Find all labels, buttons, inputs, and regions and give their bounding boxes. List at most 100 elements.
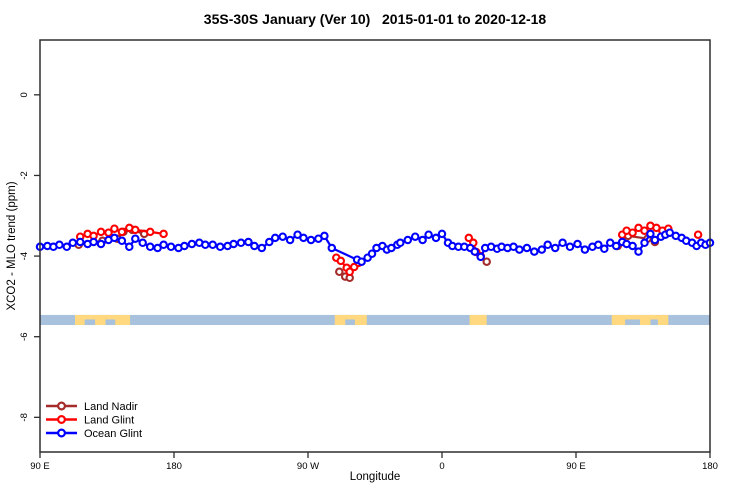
data-point-ocean-glint: [558, 238, 567, 248]
y-tick-label: -4: [19, 252, 30, 260]
x-tick-label: 180: [702, 461, 718, 472]
data-point-ocean-glint: [650, 235, 660, 245]
data-point-ocean-glint: [396, 238, 405, 248]
data-point-land-glint: [336, 256, 346, 266]
data-point-ocean-glint: [229, 239, 238, 249]
plot-border: [39, 39, 711, 453]
water-patch: [650, 319, 658, 326]
y-tick-label: -8: [19, 413, 30, 421]
data-point-ocean-glint: [306, 235, 316, 245]
data-point-ocean-glint: [646, 229, 655, 239]
data-point-ocean-glint: [543, 240, 552, 250]
data-point-land-glint: [110, 224, 119, 233]
data-point-land-glint: [628, 228, 637, 237]
x-tick-label: 90 E: [30, 461, 50, 472]
data-point-land-glint: [96, 227, 106, 237]
data-point-ocean-glint: [180, 241, 189, 251]
data-point-ocean-glint: [236, 238, 246, 248]
series-ocean-glint: [35, 228, 715, 266]
data-point-ocean-glint: [665, 228, 675, 237]
land-strip-segment: [469, 314, 487, 326]
data-point-ocean-glint: [117, 236, 127, 246]
data-point-ocean-glint: [565, 242, 575, 252]
x-tick-label: 90 W: [297, 461, 319, 472]
data-point-ocean-glint: [424, 230, 433, 239]
data-point-ocean-glint: [600, 244, 609, 254]
data-point-ocean-glint: [208, 240, 217, 250]
data-point-ocean-glint: [537, 245, 547, 254]
x-tick-label: 90 E: [566, 461, 586, 472]
legend-item-ocean-glint: Ocean Glint: [46, 428, 142, 440]
data-point-ocean-glint: [410, 232, 420, 241]
legend-marker-icon: [56, 415, 66, 425]
data-point-ocean-glint: [187, 239, 197, 249]
data-point-land-nadir: [482, 257, 491, 266]
data-point-ocean-glint: [580, 245, 590, 254]
data-point-ocean-glint: [431, 233, 441, 243]
data-point-ocean-glint: [55, 240, 64, 250]
data-point-land-glint: [131, 225, 140, 235]
ocean-strip-band: [40, 314, 710, 326]
data-point-ocean-glint: [285, 235, 295, 245]
data-point-ocean-glint: [628, 241, 637, 251]
data-point-ocean-glint: [257, 243, 267, 253]
data-point-ocean-glint: [62, 242, 72, 252]
legend-item-land-glint: Land Glint: [46, 414, 134, 426]
data-point-ocean-glint: [278, 232, 287, 241]
data-point-ocean-glint: [634, 247, 643, 256]
data-point-ocean-glint: [357, 257, 366, 266]
data-point-ocean-glint: [250, 241, 259, 251]
data-point-ocean-glint: [418, 235, 427, 245]
data-point-land-glint: [345, 267, 354, 277]
data-point-ocean-glint: [131, 234, 140, 243]
data-point-ocean-glint: [299, 233, 308, 243]
data-point-ocean-glint: [437, 229, 447, 239]
land-strip-segment: [74, 314, 131, 326]
data-point-ocean-glint: [640, 238, 649, 248]
data-point-ocean-glint: [75, 237, 85, 247]
data-point-land-nadir: [335, 267, 344, 277]
y-tick-label: 0: [19, 92, 30, 97]
data-point-ocean-glint: [145, 242, 155, 252]
data-point-ocean-glint: [159, 240, 168, 250]
surface-strip: [40, 314, 710, 326]
x-tick-label: 0: [439, 461, 444, 472]
data-point-ocean-glint: [327, 243, 337, 253]
data-point-ocean-glint: [215, 242, 225, 252]
data-point-ocean-glint: [367, 249, 377, 258]
legend-label: Land Nadir: [84, 401, 138, 413]
legend-label: Ocean Glint: [84, 428, 142, 440]
data-point-ocean-glint: [605, 238, 615, 248]
data-point-land-glint: [464, 233, 474, 243]
x-axis-label: Longitude: [349, 471, 401, 483]
water-patch: [105, 319, 116, 326]
data-point-land-glint: [693, 230, 703, 239]
water-patch: [345, 319, 355, 326]
data-point-ocean-glint: [89, 237, 98, 247]
water-patch: [625, 319, 641, 326]
legend-marker-icon: [56, 401, 66, 411]
y-tick-label: -2: [19, 171, 30, 179]
x-tick-label: 180: [166, 461, 182, 472]
data-point-ocean-glint: [265, 237, 274, 247]
data-point-ocean-glint: [611, 241, 621, 251]
data-point-ocean-glint: [244, 237, 253, 247]
data-point-ocean-glint: [110, 233, 119, 243]
data-point-ocean-glint: [403, 235, 413, 245]
data-point-ocean-glint: [530, 247, 539, 256]
data-point-ocean-glint: [153, 243, 162, 253]
y-tick-label: -6: [19, 332, 30, 340]
data-point-ocean-glint: [166, 242, 176, 252]
plot-title: 35S-30S January (Ver 10) 2015-01-01 to 2…: [203, 11, 547, 27]
data-point-ocean-glint: [201, 240, 210, 250]
data-point-ocean-glint: [270, 233, 280, 243]
data-point-ocean-glint: [476, 252, 485, 262]
data-point-ocean-glint: [522, 243, 532, 253]
data-point-ocean-glint: [550, 243, 560, 253]
data-point-ocean-glint: [515, 245, 524, 254]
data-point-ocean-glint: [68, 238, 78, 248]
data-point-ocean-glint: [470, 247, 480, 256]
